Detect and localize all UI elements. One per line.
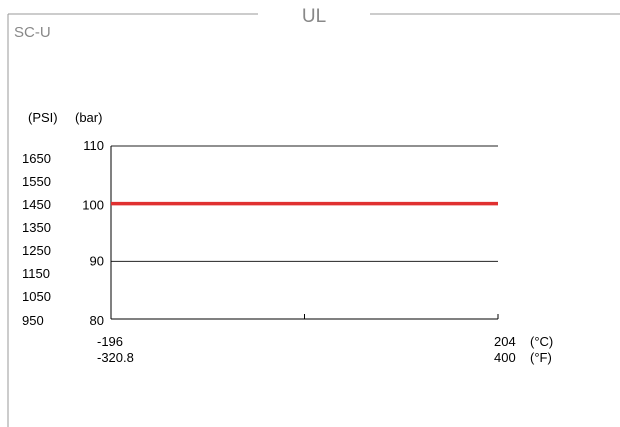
x-fahrenheit-tick-label: 400 <box>494 350 516 365</box>
y-psi-tick-label: 1150 <box>22 266 50 281</box>
x-unit-celsius: (°C) <box>530 334 553 349</box>
y-unit-psi: (PSI) <box>28 110 58 125</box>
y-bar-tick-label: 110 <box>83 138 104 153</box>
x-celsius-tick-label: 204 <box>494 334 516 349</box>
x-fahrenheit-tick-label: -320.8 <box>97 350 134 365</box>
y-psi-tick-label: 1250 <box>22 243 51 258</box>
y-psi-tick-label: 1050 <box>22 289 51 304</box>
x-unit-fahrenheit: (°F) <box>530 350 552 365</box>
y-bar-tick-label: 90 <box>90 253 104 268</box>
y-psi-tick-label: 950 <box>22 313 44 328</box>
y-psi-tick-label: 1450 <box>22 197 51 212</box>
panel-label: SC-U <box>14 24 51 41</box>
y-psi-tick-label: 1550 <box>22 174 51 189</box>
panel-header: UL <box>302 6 326 27</box>
y-unit-bar: (bar) <box>75 110 102 125</box>
x-celsius-tick-label: -196 <box>97 334 123 349</box>
y-psi-tick-label: 1650 <box>22 151 51 166</box>
y-bar-tick-label: 100 <box>82 198 104 213</box>
y-bar-tick-label: 80 <box>90 313 104 328</box>
chart-plot: 110 100 90 80 1650 1550 1450 1350 1250 1150 1050 95… <box>22 138 516 365</box>
y-psi-tick-label: 1350 <box>22 220 51 235</box>
